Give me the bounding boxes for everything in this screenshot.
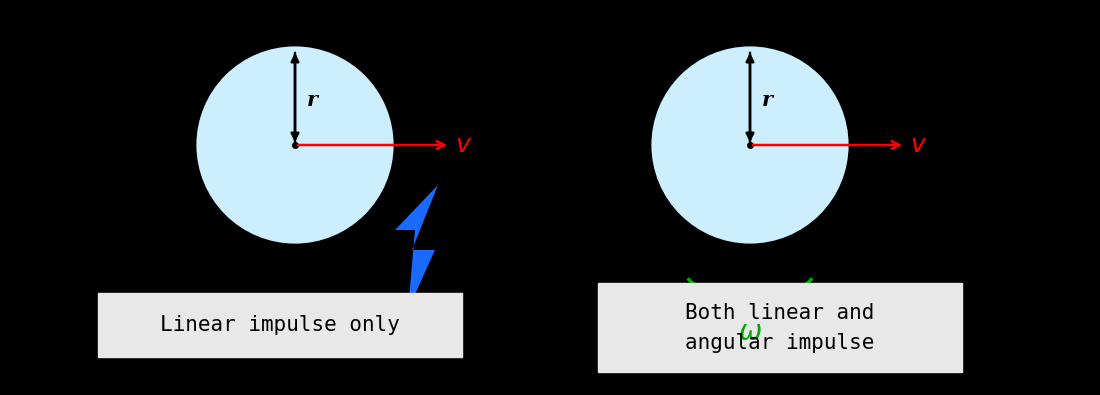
Text: Linear impulse only: Linear impulse only xyxy=(161,315,400,335)
Polygon shape xyxy=(395,185,438,310)
FancyBboxPatch shape xyxy=(598,283,962,372)
Text: r: r xyxy=(762,90,773,110)
FancyBboxPatch shape xyxy=(98,293,462,357)
Text: $v$: $v$ xyxy=(910,133,927,157)
Circle shape xyxy=(650,45,850,245)
Text: angular impulse: angular impulse xyxy=(685,333,874,353)
Circle shape xyxy=(195,45,395,245)
Text: $\omega$: $\omega$ xyxy=(738,318,762,346)
Text: Both linear and: Both linear and xyxy=(685,303,874,323)
Text: $v$: $v$ xyxy=(455,133,472,157)
Text: r: r xyxy=(307,90,318,110)
